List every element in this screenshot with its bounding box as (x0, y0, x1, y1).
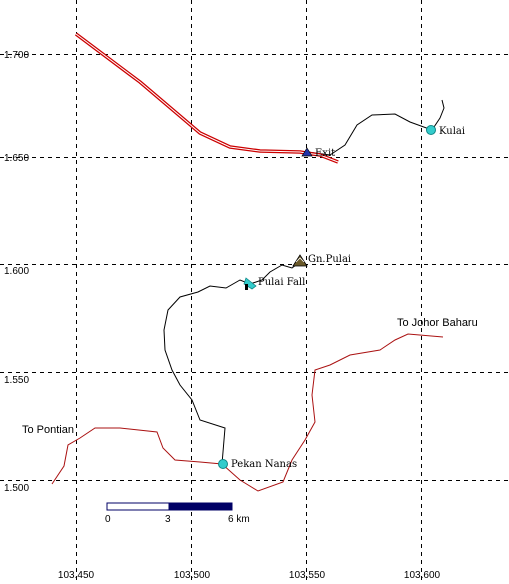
road-exit-kulai (307, 99, 445, 156)
pekan-nanas-label: Pekan Nanas (231, 459, 297, 470)
lon-label-103500: 103.500 (174, 570, 211, 581)
lat-label-1600: 1.600 (4, 266, 29, 277)
gn-pulai-label: Gn.Pulai (308, 254, 351, 265)
pekan-nanas-town-marker[interactable] (218, 459, 228, 469)
waterfall-icon[interactable] (243, 277, 257, 290)
road-pontian-johor (51, 333, 444, 492)
scale-segment-0-3 (106, 502, 170, 511)
lat-label-1500: 1.500 (4, 483, 29, 494)
to-pontian-label: To Pontian (22, 424, 74, 436)
to-johor-baharu-label: To Johor Baharu (397, 317, 478, 329)
pulai-fall-label: Pulai Fall (258, 277, 305, 288)
mountain-peak-icon[interactable] (292, 254, 308, 267)
kulai-town-marker[interactable] (426, 125, 436, 135)
highway (74, 32, 339, 164)
scale-segment-3-6 (168, 502, 233, 511)
highway-inner (75, 33, 339, 163)
kulai-label: Kulai (439, 126, 465, 137)
lat-label-1550: 1.550 (4, 375, 29, 386)
exit-label: Exit (315, 148, 335, 159)
lon-label-103600: 103.600 (404, 570, 441, 581)
scale-label-0: 0 (105, 514, 111, 525)
local-roads (163, 99, 445, 465)
lon-label-103550: 103.550 (289, 570, 326, 581)
lon-label-103450: 103.450 (58, 570, 95, 581)
main-road (51, 333, 444, 492)
scale-label-6km: 6 km (228, 514, 250, 525)
scale-bar (106, 502, 233, 511)
exit-icon[interactable] (301, 147, 313, 157)
highway-outer (74, 32, 339, 164)
road-gnpulai-pekannanas (163, 261, 301, 465)
lat-label-1650: 1.650 (4, 153, 29, 164)
lat-label-1700: 1.700 (4, 50, 29, 61)
scale-label-3: 3 (165, 514, 171, 525)
